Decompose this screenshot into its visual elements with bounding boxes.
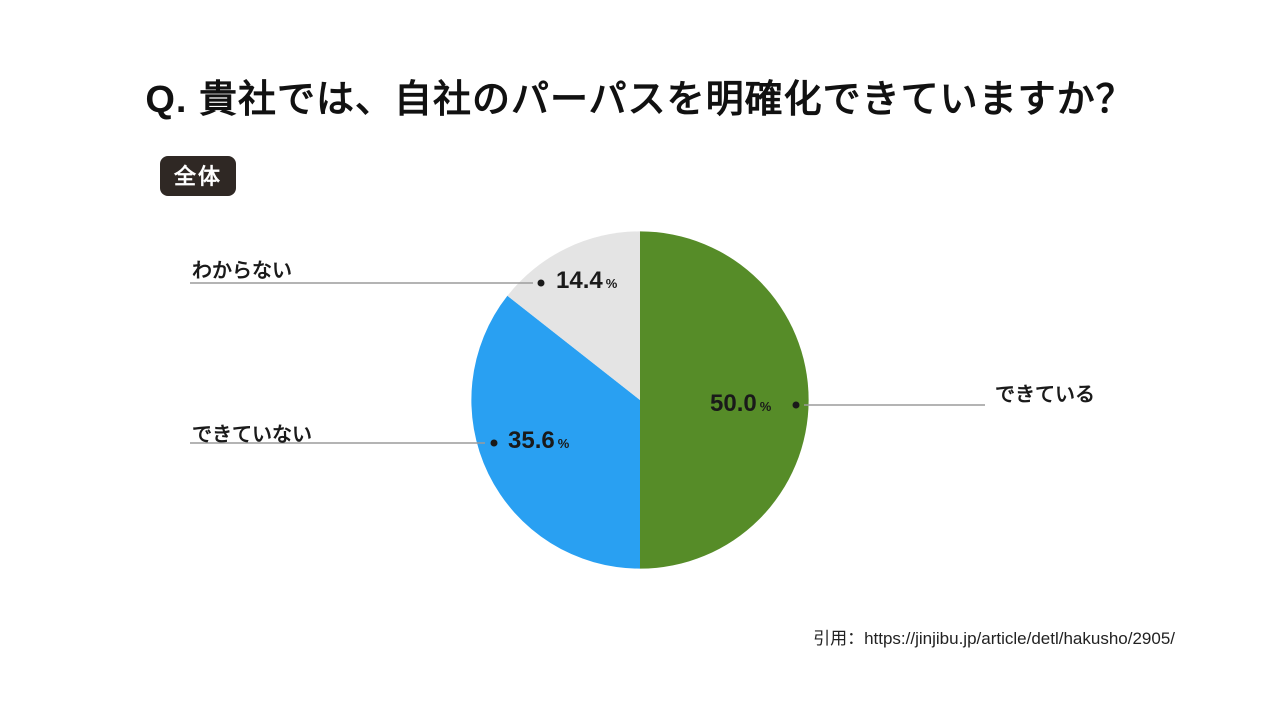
segment-value-dekiteiru-unit: % <box>759 399 772 414</box>
scope-badge: 全体 <box>160 156 237 196</box>
segment-label-dekiteinai: できていない <box>192 424 312 446</box>
segment-label-wakaranai: わからない <box>192 260 292 282</box>
segment-value-dekiteinai: 35.6% <box>508 427 570 454</box>
pie-slice-1 <box>471 295 640 569</box>
citation: 引用：https://jinjibu.jp/article/detl/hakus… <box>813 629 1175 648</box>
pie-svg <box>471 231 809 569</box>
pie-slice-0 <box>640 231 809 569</box>
segment-value-dekiteinai-unit: % <box>557 436 570 451</box>
pie-chart <box>468 228 812 572</box>
chart-title: Q. 貴社では、自社のパーパスを明確化できていますか？ <box>145 79 1135 121</box>
segment-value-dekiteinai-number: 35.6 <box>508 427 555 454</box>
segment-label-dekiteiru: できている <box>995 384 1095 406</box>
segment-value-dekiteiru: 50.0% <box>710 390 772 417</box>
segment-value-wakaranai-number: 14.4 <box>556 267 603 294</box>
segment-value-wakaranai: 14.4% <box>556 267 618 294</box>
pie-slice-2 <box>507 231 640 400</box>
segment-value-dekiteiru-number: 50.0 <box>710 390 757 417</box>
segment-value-wakaranai-unit: % <box>605 276 618 291</box>
